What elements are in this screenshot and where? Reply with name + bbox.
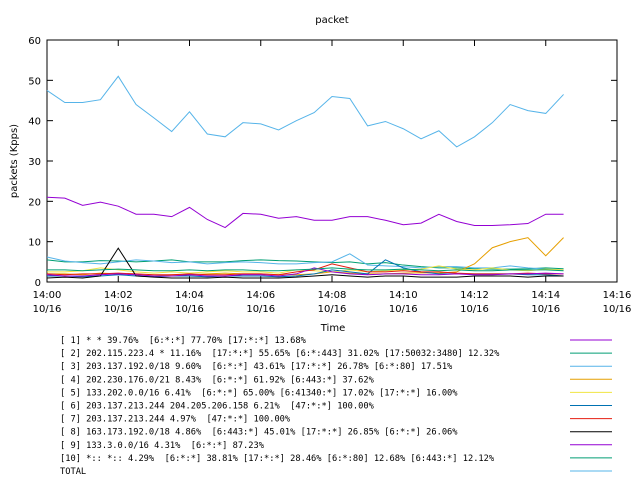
chart-title: packet xyxy=(315,15,349,26)
y-tick-label: 50 xyxy=(28,76,41,87)
series-line xyxy=(46,253,564,271)
x-tick-label: 14:06 10/16 xyxy=(246,290,275,315)
x-tick-label: 14:14 10/16 xyxy=(531,290,560,315)
series-line xyxy=(46,247,564,279)
legend-label: [ 9] 133.3.0.0/16 4.31% [6:*:*] 87.23% xyxy=(60,441,265,451)
x-tick-label: 14:12 10/16 xyxy=(460,290,489,315)
y-tick-label: 40 xyxy=(28,117,41,128)
series-line xyxy=(46,267,564,277)
series-line xyxy=(46,259,564,270)
x-tick-label: 14:16 10/16 xyxy=(603,290,632,315)
y-axis-label: packets (Kpps) xyxy=(9,124,20,198)
x-axis-label: Time xyxy=(320,323,345,334)
x-tick-label: 14:10 10/16 xyxy=(389,290,418,315)
legend-label: TOTAL xyxy=(60,467,86,477)
series-line xyxy=(47,267,564,272)
x-tick-label: 14:08 10/16 xyxy=(318,290,347,315)
legend-label: [ 4] 202.230.176.0/21 8.43% [6:*:*] 61.9… xyxy=(60,375,375,385)
legend-label: [ 3] 203.137.192.0/18 9.60% [6:*:*] 43.6… xyxy=(60,362,453,372)
x-tick-label: 14:02 10/16 xyxy=(104,290,133,315)
legend-label: [ 1] * * 39.76% [6:*:*] 77.70% [17:*:*] … xyxy=(60,336,307,346)
series-line xyxy=(46,75,564,148)
legend-label: [10] *:: *:: 4.29% [6:*:*] 38.81% [17:*:… xyxy=(60,454,495,464)
y-tick-label: 0 xyxy=(35,278,41,289)
y-tick-label: 60 xyxy=(28,36,41,47)
legend-label: [ 2] 202.115.223.4 * 11.16% [17:*:*] 55.… xyxy=(60,349,500,359)
legend-label: [ 6] 203.137.213.244 204.205.206.158 6.2… xyxy=(60,402,375,412)
y-tick-label: 10 xyxy=(28,238,41,249)
series-line xyxy=(46,196,564,229)
x-tick-label: 14:04 10/16 xyxy=(175,290,204,315)
legend-label: [ 8] 163.173.192.0/18 4.86% [6:443:*] 45… xyxy=(60,428,458,438)
y-tick-label: 30 xyxy=(28,157,41,168)
x-tick-label: 14:00 10/16 xyxy=(33,290,62,315)
y-tick-label: 20 xyxy=(28,197,41,208)
legend-label: [ 5] 133.202.0.0/16 6.41% [6:*:*] 65.00%… xyxy=(60,388,458,398)
plot-border xyxy=(46,39,618,283)
legend-label: [ 7] 203.137.213.244 4.97% [47:*:*] 100.… xyxy=(60,415,291,425)
